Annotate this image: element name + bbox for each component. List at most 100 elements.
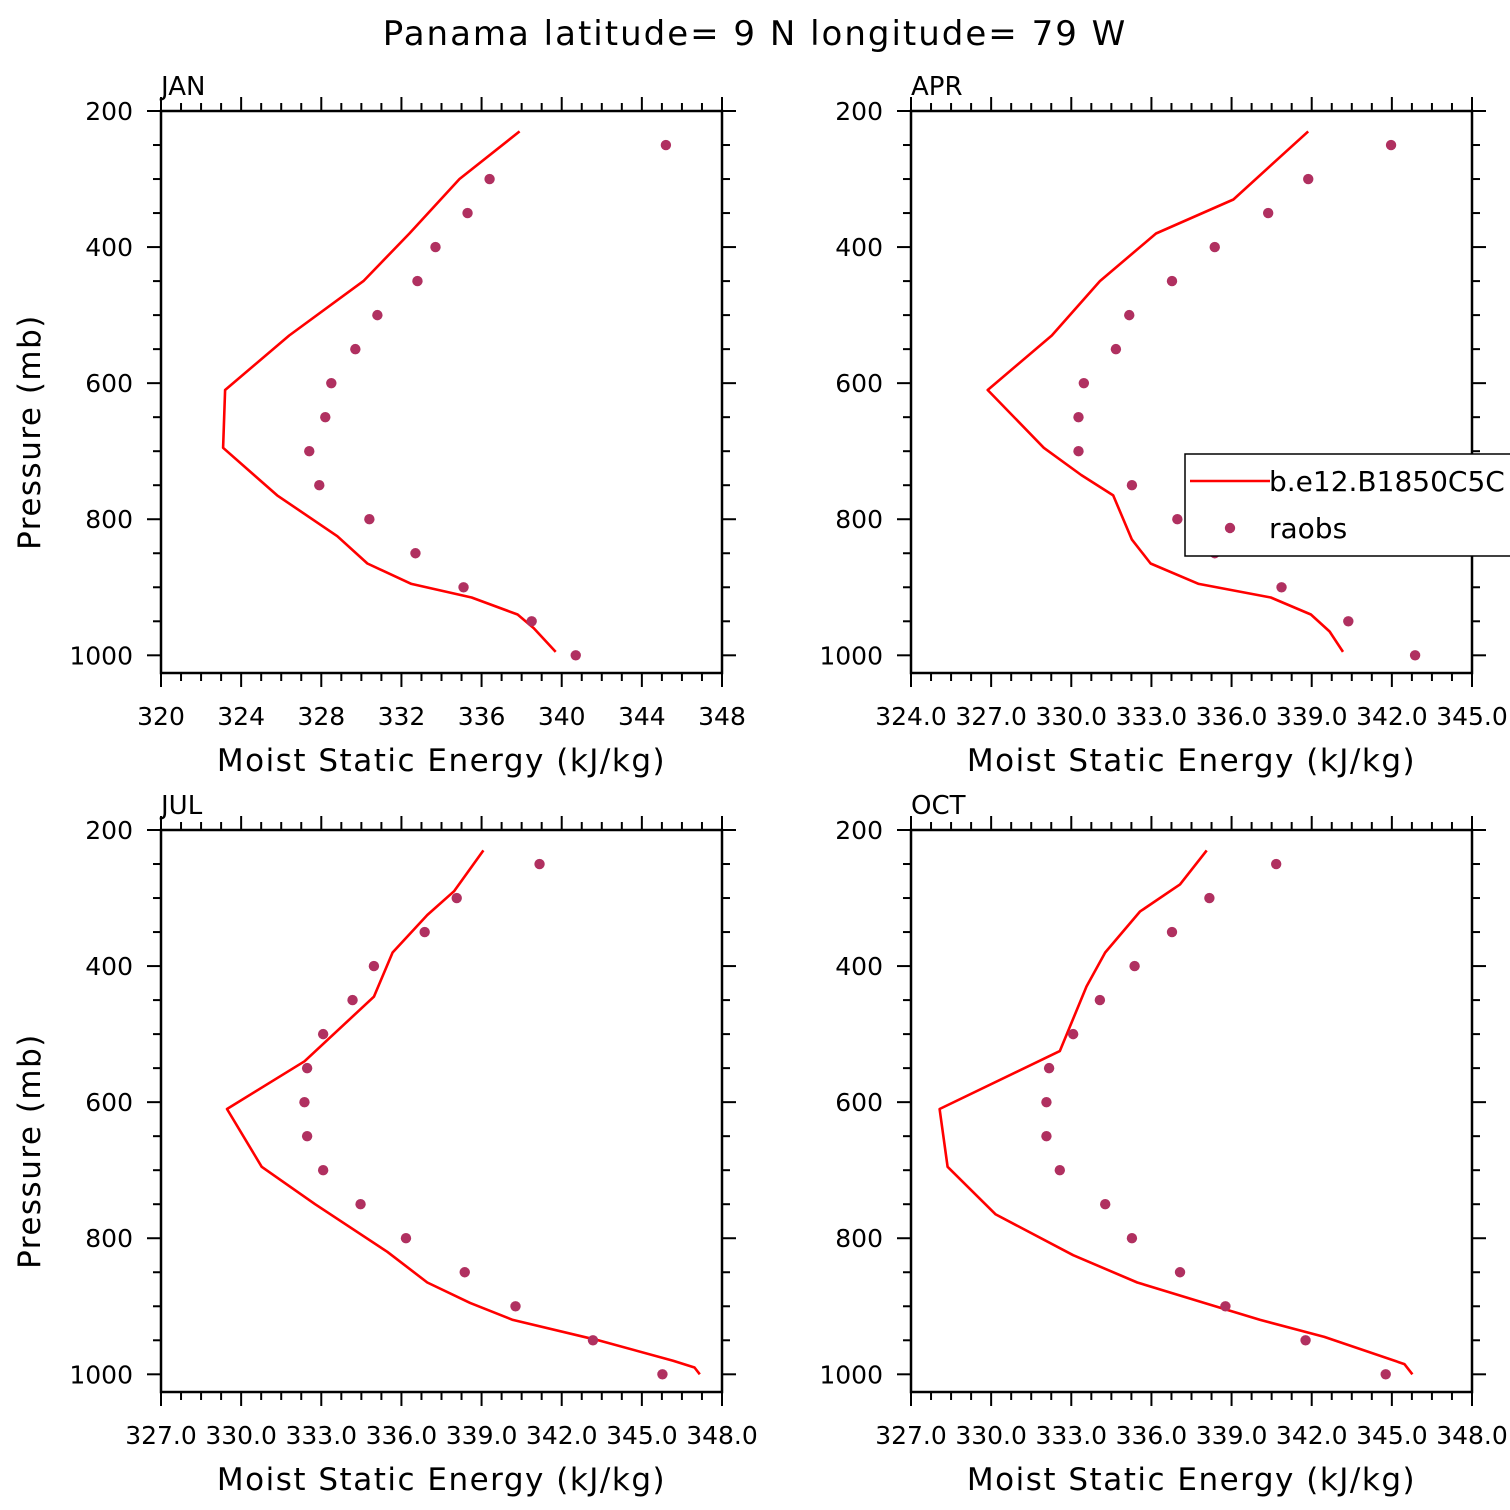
raobs-point	[410, 548, 421, 559]
panel-label: JAN	[159, 72, 205, 102]
x-tick-label: 333.0	[1116, 702, 1188, 731]
raobs-point	[1078, 377, 1090, 389]
raobs-point	[1276, 582, 1287, 593]
raobs-point	[1303, 173, 1314, 185]
x-tick-label: 344	[618, 702, 666, 731]
y-tick-label: 800	[835, 505, 883, 534]
model-line	[225, 849, 701, 1376]
raobs-point	[1166, 275, 1178, 287]
x-tick-label: 342.0	[1276, 1421, 1348, 1450]
raobs-point	[1343, 616, 1354, 627]
raobs-point	[1124, 309, 1135, 321]
legend-entry-raobs: raobs	[1269, 512, 1347, 545]
x-tick-label: 332	[378, 702, 426, 731]
y-tick-label: 400	[835, 233, 883, 262]
raobs-point	[660, 139, 672, 151]
y-tick-label: 200	[85, 97, 133, 126]
y-tick-label: 400	[85, 233, 133, 262]
raobs-point	[301, 1130, 313, 1142]
x-tick-label: 336.0	[1116, 1421, 1188, 1450]
panel-apr: APR 200 400 600 800 1000 324.0 327.0 330.0 333.0 3…	[819, 72, 1507, 779]
y-tick-label: 1000	[819, 1360, 883, 1389]
panel-jul: JUL 200 400 600 800 1000 327.0 330.0 333.0 336.0 3…	[12, 791, 758, 1498]
panels-group: JAN 200 400 600 800 1000 320 324 328 332 336 340 344…	[12, 72, 1508, 1498]
x-tick-label: 328	[297, 702, 345, 731]
x-tick-label: 340	[538, 702, 586, 731]
model-line	[986, 130, 1345, 653]
raobs-point	[1073, 445, 1084, 457]
raobs-point	[317, 1028, 329, 1040]
x-tick-label: 345.0	[1356, 1421, 1428, 1450]
y-tick-label: 200	[85, 816, 133, 845]
raobs-point	[526, 616, 537, 627]
y-tick-label: 600	[835, 1088, 883, 1117]
y-tick-label: 1000	[819, 641, 883, 670]
x-tick-label: 320	[137, 702, 185, 731]
raobs-point	[1174, 1267, 1186, 1278]
plot-frame	[909, 828, 1474, 1394]
y-tick-label: 800	[85, 1224, 133, 1253]
raobs-point	[314, 480, 325, 491]
main-title: Panama latitude= 9 N longitude= 79 W	[383, 14, 1128, 54]
x-axis-title: Moist Static Energy (kJ/kg)	[967, 1462, 1416, 1498]
raobs-point	[1126, 480, 1138, 491]
x-tick-label: 342.0	[1356, 702, 1428, 731]
x-tick-label: 333.0	[285, 1421, 357, 1450]
raobs-point	[326, 377, 337, 389]
x-tick-label: 339.0	[446, 1421, 518, 1450]
panel-jan: JAN 200 400 600 800 1000 320 324 328 332 336 340 344…	[12, 72, 746, 779]
x-tick-label: 330.0	[205, 1421, 277, 1450]
raobs-point	[1220, 1301, 1231, 1312]
y-tick-label: 800	[835, 1224, 883, 1253]
raobs-point	[534, 858, 545, 870]
panel-label: OCT	[911, 791, 966, 821]
y-tick-label: 200	[835, 816, 883, 845]
raobs-point	[587, 1335, 599, 1346]
plot-frame	[159, 109, 724, 675]
plot-frame	[909, 109, 1474, 675]
raobs-point	[364, 514, 375, 525]
raobs-point	[462, 207, 473, 219]
y-tick-label: 400	[835, 952, 883, 981]
raobs-point	[657, 1369, 668, 1380]
panel-label: JUL	[159, 791, 203, 821]
raobs-point	[570, 650, 581, 661]
raobs-point	[1126, 1233, 1138, 1244]
y-tick-label: 600	[835, 369, 883, 398]
raobs-point	[459, 1267, 470, 1278]
raobs-point	[347, 994, 358, 1006]
raobs-point	[1385, 139, 1397, 151]
raobs-point	[1300, 1335, 1311, 1346]
plot-frame	[159, 828, 724, 1394]
x-tick-label: 342.0	[526, 1421, 598, 1450]
raobs-point	[1129, 960, 1140, 972]
x-tick-label: 339.0	[1276, 702, 1348, 731]
panel-label: APR	[911, 72, 963, 102]
raobs-point	[317, 1164, 329, 1176]
raobs-point	[355, 1199, 366, 1210]
raobs-point	[1041, 1096, 1052, 1108]
raobs-point	[1270, 858, 1282, 870]
y-tick-label: 1000	[69, 1360, 133, 1389]
legend-dot-swatch	[1224, 522, 1236, 534]
raobs-point	[1041, 1130, 1052, 1142]
y-axis-title: Pressure (mb)	[12, 1033, 48, 1269]
raobs-point	[458, 582, 469, 593]
legend: b.e12.B1850C5C raobs	[1184, 453, 1510, 557]
x-tick-label: 345.0	[1436, 702, 1508, 731]
raobs-point	[1073, 411, 1084, 423]
raobs-point	[1209, 241, 1220, 253]
raobs-point	[1204, 892, 1215, 904]
x-tick-label: 330.0	[955, 1421, 1027, 1450]
x-tick-label: 330.0	[1035, 702, 1107, 731]
raobs-point	[1043, 1062, 1055, 1074]
raobs-point	[412, 275, 423, 287]
x-axis-title: Moist Static Energy (kJ/kg)	[217, 1462, 666, 1498]
x-tick-label: 339.0	[1196, 1421, 1268, 1450]
raobs-point	[1110, 343, 1122, 355]
x-tick-label: 324.0	[875, 702, 947, 731]
raobs-point	[451, 892, 462, 904]
raobs-point	[1380, 1369, 1391, 1380]
raobs-point	[1054, 1164, 1065, 1176]
raobs-point	[484, 173, 495, 185]
